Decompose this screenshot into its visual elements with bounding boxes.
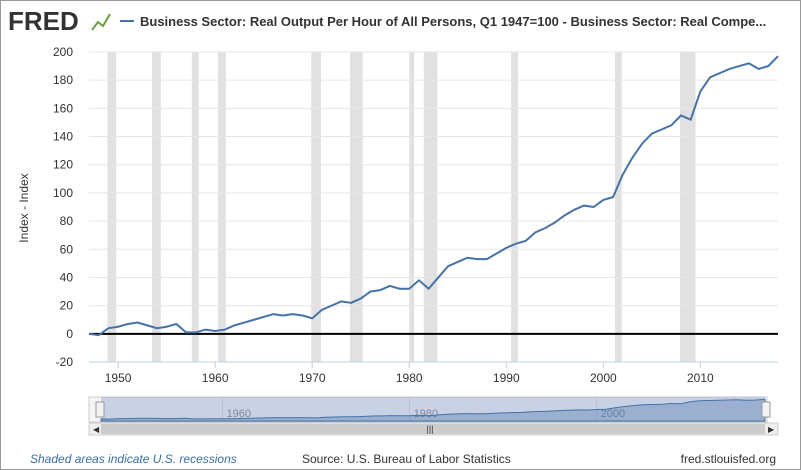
recession-band xyxy=(107,52,117,362)
y-tick-label: 160 xyxy=(53,101,73,115)
y-tick-label: 120 xyxy=(53,158,73,172)
recession-band xyxy=(311,52,321,362)
x-tick-label: 1990 xyxy=(493,371,520,385)
y-tick-label: 40 xyxy=(60,270,74,284)
x-tick-label: 2010 xyxy=(687,371,714,385)
recession-band xyxy=(614,52,622,362)
scroll-right[interactable]: ▶ xyxy=(768,425,775,434)
y-tick-label: 20 xyxy=(60,299,74,313)
recession-band xyxy=(350,52,363,362)
y-tick-label: 0 xyxy=(66,327,73,341)
navigator[interactable] xyxy=(88,396,768,423)
navigator-tick-label: 1960 xyxy=(227,408,251,420)
x-tick-label: 1950 xyxy=(105,371,132,385)
source: Source: U.S. Bureau of Labor Statistics xyxy=(302,452,511,466)
series-line xyxy=(88,55,779,337)
recession-band xyxy=(511,52,518,362)
navigator-handle[interactable] xyxy=(95,401,105,418)
x-tick-label: 1970 xyxy=(299,371,326,385)
y-tick-label: 80 xyxy=(60,214,74,228)
recession-band xyxy=(679,52,696,362)
recession-band xyxy=(152,52,161,362)
x-tick-label: 1980 xyxy=(396,371,423,385)
navigator-area xyxy=(100,398,766,422)
logo-icon xyxy=(91,13,111,31)
navigator-tick-label: 2000 xyxy=(601,408,625,420)
navigator-handle[interactable] xyxy=(761,401,771,418)
logo: FRED xyxy=(8,6,79,36)
y-axis-label: Index - Index xyxy=(17,173,31,242)
recession-note[interactable]: Shaded areas indicate U.S. recessions xyxy=(30,452,237,466)
navigator-tick-label: 1980 xyxy=(414,408,438,420)
legend-label: Business Sector: Real Output Per Hour of… xyxy=(140,14,766,29)
y-tick-label: 180 xyxy=(53,73,73,87)
navigator-mask[interactable] xyxy=(101,397,765,422)
recession-band xyxy=(423,52,438,362)
y-tick-label: -20 xyxy=(56,355,74,369)
y-tick-label: 200 xyxy=(53,45,73,59)
scrollbar-grip[interactable]: ||| xyxy=(426,424,433,434)
scrollbar-thumb[interactable] xyxy=(101,424,765,434)
scroll-left[interactable]: ◀ xyxy=(93,425,100,434)
recession-band xyxy=(191,52,199,362)
site[interactable]: fred.stlouisfed.org xyxy=(681,452,776,466)
y-tick-label: 140 xyxy=(53,130,73,144)
x-tick-label: 2000 xyxy=(590,371,617,385)
y-tick-label: 60 xyxy=(60,242,74,256)
recession-band xyxy=(218,52,226,362)
recession-band xyxy=(409,52,415,362)
y-tick-label: 100 xyxy=(53,186,73,200)
x-tick-label: 1960 xyxy=(202,371,229,385)
